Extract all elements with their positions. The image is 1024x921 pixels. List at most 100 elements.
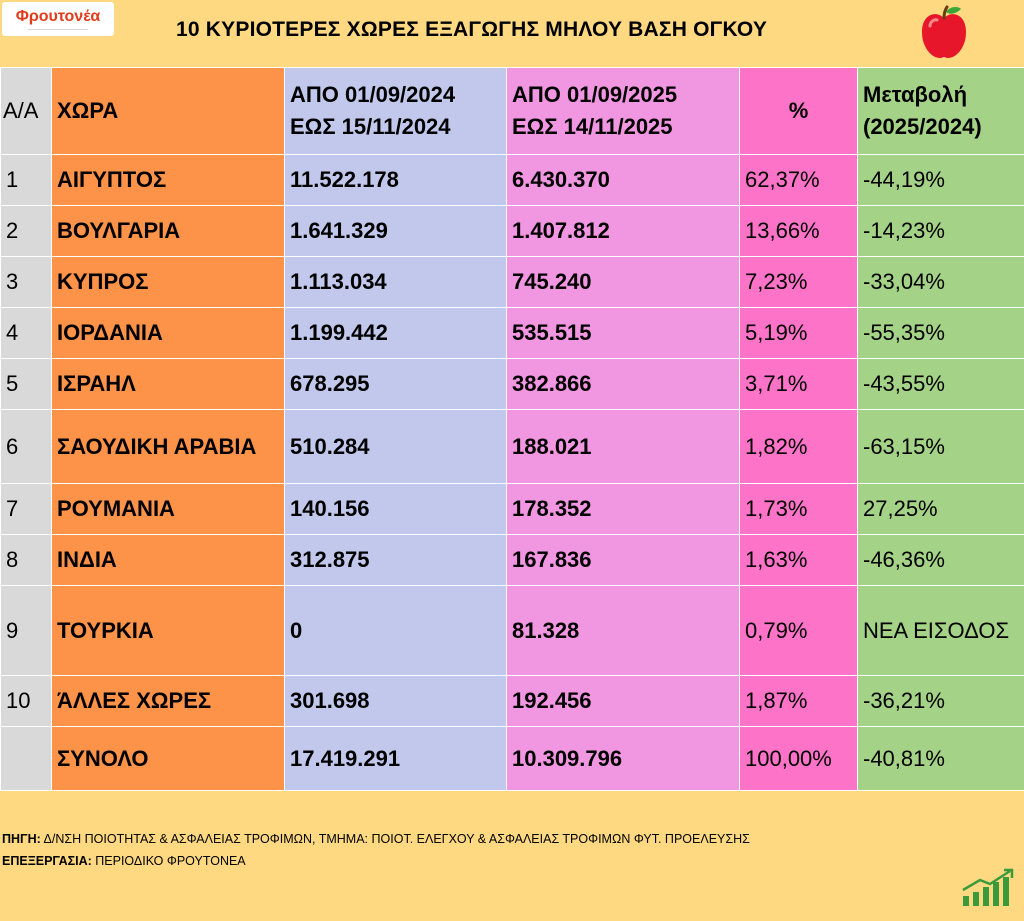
row-pct: 1,82% xyxy=(739,409,858,484)
row-pct: 62,37% xyxy=(739,154,858,206)
row-country: ΤΟΥΡΚΙΑ xyxy=(51,585,285,676)
row-value-2024: 0 xyxy=(284,585,507,676)
header-row: Α/Α ΧΩΡΑ ΑΠΟ 01/09/2024 ΕΩΣ 15/11/2024 Α… xyxy=(0,67,1024,155)
row-value-2024: 17.419.291 xyxy=(284,726,507,791)
source-line: ΠΗΓΗ: Δ/ΝΣΗ ΠΟΙΟΤΗΤΑΣ & ΑΣΦΑΛΕΙΑΣ ΤΡΟΦΙΜ… xyxy=(0,828,1024,850)
footer: ΠΗΓΗ: Δ/ΝΣΗ ΠΟΙΟΤΗΤΑΣ & ΑΣΦΑΛΕΙΑΣ ΤΡΟΦΙΜ… xyxy=(0,828,1024,872)
row-aa: 2 xyxy=(0,205,52,257)
row-aa xyxy=(0,726,52,791)
row-value-2024: 11.522.178 xyxy=(284,154,507,206)
row-value-2024: 1.641.329 xyxy=(284,205,507,257)
row-value-2025: 10.309.796 xyxy=(506,726,740,791)
processing-line: ΕΠΕΞΕΡΓΑΣΙΑ: ΠΕΡΙΟΔΙΚΟ ΦΡΟΥΤΟΝΕΑ xyxy=(0,850,1024,872)
row-country: ΡΟΥΜΑΝΙΑ xyxy=(51,483,285,535)
row-country: ΑΙΓΥΠΤΟΣ xyxy=(51,154,285,206)
row-aa: 1 xyxy=(0,154,52,206)
row-pct: 1,87% xyxy=(739,675,858,727)
row-value-2025: 1.407.812 xyxy=(506,205,740,257)
change-header-line1: Μεταβολή xyxy=(863,82,968,107)
row-value-2025: 178.352 xyxy=(506,483,740,535)
row-value-2024: 312.875 xyxy=(284,534,507,586)
row-pct: 3,71% xyxy=(739,358,858,410)
table-row: ΣΥΝΟΛΟ 17.419.291 10.309.796 100,00% -40,81% xyxy=(0,726,1024,791)
row-change: -46,36% xyxy=(857,534,1024,586)
row-aa: 9 xyxy=(0,585,52,676)
row-aa: 7 xyxy=(0,483,52,535)
table-row: 10 ΆΛΛΕΣ ΧΩΡΕΣ 301.698 192.456 1,87% -36,21% xyxy=(0,675,1024,727)
processing-label: ΕΠΕΞΕΡΓΑΣΙΑ: xyxy=(2,854,92,868)
row-aa: 10 xyxy=(0,675,52,727)
table-row: 8 ΙΝΔΙΑ 312.875 167.836 1,63% -46,36% xyxy=(0,534,1024,586)
row-country: ΙΟΡΔΑΝΙΑ xyxy=(51,307,285,359)
row-change: ΝΕΑ ΕΙΣΟΔΟΣ xyxy=(857,585,1024,676)
apple-icon xyxy=(922,5,966,58)
row-pct: 7,23% xyxy=(739,256,858,308)
row-country: ΙΝΔΙΑ xyxy=(51,534,285,586)
row-value-2025: 745.240 xyxy=(506,256,740,308)
row-pct: 13,66% xyxy=(739,205,858,257)
row-country: ΣΑΟΥΔΙΚΗ ΑΡΑΒΙΑ xyxy=(51,409,285,484)
row-country: ΆΛΛΕΣ ΧΩΡΕΣ xyxy=(51,675,285,727)
logo: Φρουτονέα ——————————————— xyxy=(2,2,114,36)
row-pct: 0,79% xyxy=(739,585,858,676)
row-country: ΣΥΝΟΛΟ xyxy=(51,726,285,791)
row-value-2024: 1.113.034 xyxy=(284,256,507,308)
row-value-2025: 81.328 xyxy=(506,585,740,676)
row-change: -14,23% xyxy=(857,205,1024,257)
row-aa: 3 xyxy=(0,256,52,308)
row-pct: 5,19% xyxy=(739,307,858,359)
row-value-2024: 1.199.442 xyxy=(284,307,507,359)
row-aa: 8 xyxy=(0,534,52,586)
logo-tagline-graphic: ——————————————— xyxy=(28,25,88,31)
row-country: ΚΥΠΡΟΣ xyxy=(51,256,285,308)
row-country: ΙΣΡΑΗΛ xyxy=(51,358,285,410)
col-header-period-2025: ΑΠΟ 01/09/2025 ΕΩΣ 14/11/2025 xyxy=(506,67,740,155)
row-change: -55,35% xyxy=(857,307,1024,359)
table-row: 3 ΚΥΠΡΟΣ 1.113.034 745.240 7,23% -33,04% xyxy=(0,256,1024,308)
period-2025-to: ΕΩΣ 14/11/2025 xyxy=(512,114,673,139)
table-row: 7 ΡΟΥΜΑΝΙΑ 140.156 178.352 1,73% 27,25% xyxy=(0,483,1024,535)
row-change: 27,25% xyxy=(857,483,1024,535)
table-row: 6 ΣΑΟΥΔΙΚΗ ΑΡΑΒΙΑ 510.284 188.021 1,82% -63,1… xyxy=(0,409,1024,484)
col-header-pct: % xyxy=(739,67,858,155)
row-change: -36,21% xyxy=(857,675,1024,727)
col-header-change: Μεταβολή (2025/2024) xyxy=(857,67,1024,155)
processing-text: ΠΕΡΙΟΔΙΚΟ ΦΡΟΥΤΟΝΕΑ xyxy=(91,854,246,868)
row-aa: 6 xyxy=(0,409,52,484)
exports-table: Α/Α ΧΩΡΑ ΑΠΟ 01/09/2024 ΕΩΣ 15/11/2024 Α… xyxy=(0,67,1024,791)
row-aa: 4 xyxy=(0,307,52,359)
row-value-2025: 6.430.370 xyxy=(506,154,740,206)
row-change: -63,15% xyxy=(857,409,1024,484)
col-header-aa: Α/Α xyxy=(0,67,52,155)
row-value-2024: 301.698 xyxy=(284,675,507,727)
row-value-2024: 510.284 xyxy=(284,409,507,484)
row-aa: 5 xyxy=(0,358,52,410)
growth-chart-icon xyxy=(962,868,1014,906)
row-change: -44,19% xyxy=(857,154,1024,206)
change-header-line2: (2025/2024) xyxy=(863,114,982,139)
table-row: 9 ΤΟΥΡΚΙΑ 0 81.328 0,79% ΝΕΑ ΕΙΣΟΔΟΣ xyxy=(0,585,1024,676)
row-value-2025: 188.021 xyxy=(506,409,740,484)
col-header-country: ΧΩΡΑ xyxy=(51,67,285,155)
page-title: 10 ΚΥΡΙΟΤΕΡΕΣ ΧΩΡΕΣ ΕΞΑΓΩΓΗΣ ΜΗΛΟΥ ΒΑΣΗ … xyxy=(176,18,768,41)
period-2024-to: ΕΩΣ 15/11/2024 xyxy=(290,114,451,139)
period-2025-from: ΑΠΟ 01/09/2025 xyxy=(512,82,678,107)
row-change: -33,04% xyxy=(857,256,1024,308)
row-country: ΒΟΥΛΓΑΡΙΑ xyxy=(51,205,285,257)
table-row: 1 ΑΙΓΥΠΤΟΣ 11.522.178 6.430.370 62,37% -44,19… xyxy=(0,154,1024,206)
row-change: -43,55% xyxy=(857,358,1024,410)
row-pct: 1,73% xyxy=(739,483,858,535)
logo-text: Φρουτονέα xyxy=(15,7,101,25)
row-value-2025: 167.836 xyxy=(506,534,740,586)
row-change: -40,81% xyxy=(857,726,1024,791)
row-value-2024: 678.295 xyxy=(284,358,507,410)
col-header-period-2024: ΑΠΟ 01/09/2024 ΕΩΣ 15/11/2024 xyxy=(284,67,507,155)
source-label: ΠΗΓΗ: xyxy=(2,832,41,846)
row-pct: 100,00% xyxy=(739,726,858,791)
table-row: 4 ΙΟΡΔΑΝΙΑ 1.199.442 535.515 5,19% -55,35% xyxy=(0,307,1024,359)
period-2024-from: ΑΠΟ 01/09/2024 xyxy=(290,82,456,107)
row-value-2024: 140.156 xyxy=(284,483,507,535)
row-value-2025: 535.515 xyxy=(506,307,740,359)
row-value-2025: 382.866 xyxy=(506,358,740,410)
header: Φρουτονέα ——————————————— 10 ΚΥΡΙΟΤΕΡΕΣ … xyxy=(0,0,1024,66)
